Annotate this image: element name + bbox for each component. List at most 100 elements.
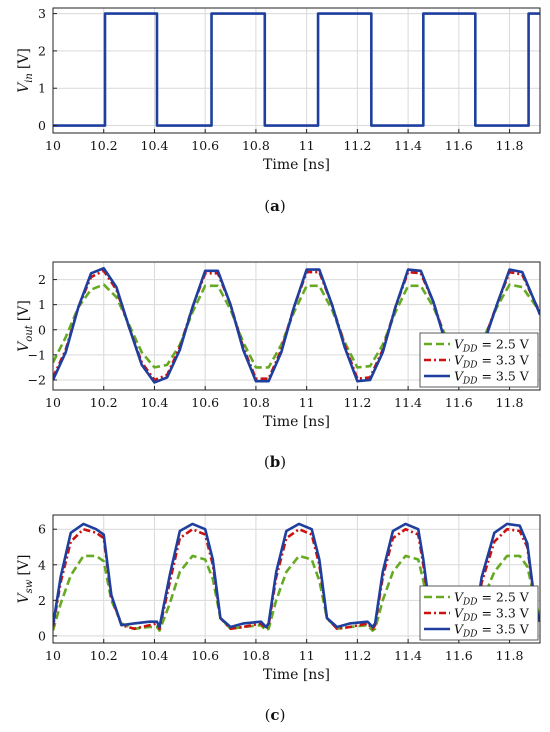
y-tick-label: 6: [38, 522, 46, 537]
x-tick-label: 11.8: [496, 648, 524, 663]
legend-label-vdd_3_5: VDD = 3.5 V: [454, 622, 530, 640]
x-axis-label: Time [ns]: [263, 667, 330, 683]
legend-subscript: DD: [462, 361, 477, 371]
caption-open-paren: (: [264, 197, 270, 215]
chart-c: 10 10.2 10.4 10.6 10.8 11 11.2 11.4 11.6 11.8 0 2 4 6…: [16, 514, 541, 724]
x-tick-label: 11.4: [394, 648, 422, 663]
x-tick-label: 10.4: [141, 648, 169, 663]
x-tick-label: 11.8: [496, 138, 524, 153]
x-tick-label: 11.2: [343, 138, 371, 153]
x-tick-label: 11.4: [394, 395, 422, 410]
legend-subscript: DD: [462, 377, 477, 387]
x-tick-label: 11.2: [343, 648, 371, 663]
caption-letter: b: [270, 453, 281, 471]
chart-a: 10 10.2 10.4 10.6 10.8 11 11.2 11.4 11.6 11.8 0 1 2 3…: [16, 6, 541, 215]
x-tick-label: 10.8: [242, 648, 270, 663]
y-axis-label-unit: [V]: [16, 48, 32, 69]
plot-frame: [52, 261, 541, 391]
x-tick-label: 10.8: [242, 395, 270, 410]
x-tick-label: 11.4: [394, 138, 422, 153]
series-line-vdd_2_5: [53, 283, 540, 369]
plot-frame: [52, 7, 541, 134]
y-tick-label: 0: [38, 628, 46, 643]
legend-value: = 3.3 V: [477, 606, 529, 621]
panel-caption: (a): [264, 197, 285, 215]
y-axis-label-symbol: V: [16, 591, 32, 603]
legend-symbol: V: [454, 353, 465, 368]
caption-close-paren: ): [280, 453, 286, 471]
x-tick-label: 10.6: [191, 395, 219, 410]
y-tick-label: 2: [38, 593, 46, 608]
legend-subscript: DD: [462, 614, 477, 624]
caption-close-paren: ): [280, 197, 286, 215]
legend-value: = 2.5 V: [477, 590, 529, 605]
y-axis-label: Vsw [V]: [16, 555, 35, 604]
x-axis-label: Time [ns]: [263, 414, 330, 430]
caption-letter: a: [270, 197, 280, 215]
y-tick-label: 2: [38, 272, 46, 287]
y-axis-label-subscript: in: [24, 73, 35, 83]
chart-b: 10 10.2 10.4 10.6 10.8 11 11.2 11.4 11.6 11.8−2−1…: [16, 261, 541, 471]
x-tick-label: 11.6: [445, 648, 473, 663]
x-tick-label: 10.2: [90, 138, 118, 153]
y-axis-label-symbol: V: [16, 340, 32, 352]
y-tick-label: 0: [38, 322, 46, 337]
x-tick-label: 11: [299, 648, 315, 663]
legend-value: = 3.3 V: [477, 353, 529, 368]
y-axis-label-subscript: sw: [24, 579, 35, 593]
y-tick-label: 2: [38, 43, 46, 58]
legend-value: = 3.5 V: [477, 369, 529, 384]
x-tick-label: 10.2: [90, 395, 118, 410]
legend-value: = 2.5 V: [477, 337, 529, 352]
legend-symbol: V: [454, 606, 465, 621]
x-tick-label: 11.6: [445, 138, 473, 153]
x-tick-label: 11.8: [496, 395, 524, 410]
panel-caption: (c): [265, 706, 286, 724]
series-line-vin: [53, 12, 540, 127]
caption-open-paren: (: [264, 453, 270, 471]
caption-letter: c: [270, 706, 279, 724]
x-tick-label: 10.4: [141, 138, 169, 153]
y-axis-label-unit: [V]: [16, 300, 32, 321]
legend-subscript: DD: [462, 345, 477, 355]
y-axis-label: Vout [V]: [16, 300, 35, 352]
legend-label-vdd_3_3: VDD = 3.3 V: [454, 606, 530, 624]
plot-frame: [52, 514, 541, 644]
legend-symbol: V: [454, 622, 465, 637]
x-tick-label: 10.2: [90, 648, 118, 663]
y-axis-label-symbol: V: [16, 81, 32, 93]
x-tick-label: 11: [299, 138, 315, 153]
x-tick-label: 10.6: [191, 648, 219, 663]
x-tick-label: 10.8: [242, 138, 270, 153]
y-tick-label: 0: [38, 118, 46, 133]
y-tick-label: 1: [38, 81, 46, 96]
legend-value: = 3.5 V: [477, 622, 529, 637]
legend-symbol: V: [454, 337, 465, 352]
legend-subscript: DD: [462, 598, 477, 608]
x-tick-label: 11.2: [343, 395, 371, 410]
y-axis-label-unit: [V]: [16, 555, 32, 576]
x-tick-label: 10.4: [141, 395, 169, 410]
legend-label-vdd_2_5: VDD = 2.5 V: [454, 590, 530, 608]
panel-caption: (b): [264, 453, 286, 471]
caption-open-paren: (: [265, 706, 271, 724]
y-tick-label: 3: [38, 6, 46, 21]
legend-symbol: V: [454, 590, 465, 605]
x-tick-label: 11.6: [445, 395, 473, 410]
y-tick-label: −1: [28, 347, 46, 362]
y-axis-label: Vin [V]: [16, 48, 35, 93]
x-tick-label: 10: [45, 395, 61, 410]
legend-label-vdd_3_3: VDD = 3.3 V: [454, 353, 530, 371]
legend-label-vdd_2_5: VDD = 2.5 V: [454, 337, 530, 355]
y-tick-label: 1: [38, 297, 46, 312]
y-tick-label: 4: [38, 557, 46, 572]
caption-close-paren: ): [280, 706, 286, 724]
x-tick-label: 10.6: [191, 138, 219, 153]
x-tick-label: 10: [45, 138, 61, 153]
x-tick-label: 10: [45, 648, 61, 663]
y-tick-label: −2: [28, 372, 46, 387]
legend-subscript: DD: [462, 630, 477, 640]
